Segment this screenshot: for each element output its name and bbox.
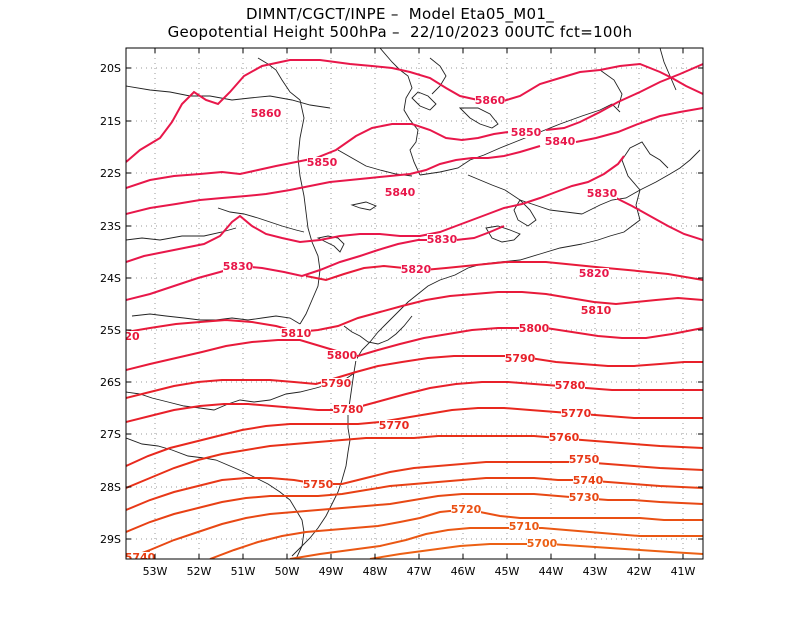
contour-label-bg [549,432,579,443]
contour-label: 5790 [321,377,352,390]
contour-label-bg [379,420,409,431]
contour-label: 5830 [223,260,254,273]
contour-label: 5840 [545,135,576,148]
chart-subtitle: Geopotential Height 500hPa – 22/10/2023 … [167,23,633,41]
contour-label: 5770 [379,419,410,432]
contour-label-bg [451,504,481,515]
contour-label-bg [251,108,281,119]
contour-label-bg [223,261,253,272]
lat-label: 25S [100,324,121,337]
contour-label-bg [401,264,431,275]
contour-label: 5830 [587,187,618,200]
contour-label: 5750 [569,453,600,466]
latitude-labels: 20S 21S 22S 23S 24S 25S 26S 27S 28S 29S [100,62,121,546]
lon-label: 50W [275,565,300,578]
contour-label-bg [545,136,575,147]
contour-label-bg [427,234,457,245]
contour-label: 5720 [451,503,482,516]
contour-label-bg [511,127,541,138]
lat-label: 26S [100,376,121,389]
height-contours [126,59,703,559]
contour-label-bg [569,454,599,465]
lat-label: 23S [100,220,121,233]
lat-label: 21S [100,115,121,128]
contour-label-bg [561,408,591,419]
contour-label-bg [126,331,140,342]
lon-label: 42W [627,565,652,578]
contour-label-bg [509,521,539,532]
contour-label: 5840 [385,186,416,199]
contour-label: 5780 [333,403,364,416]
contour-label: 5710 [509,520,540,533]
lon-label: 44W [539,565,564,578]
contour-label: 20 [124,330,140,343]
contour-label: 5810 [281,327,312,340]
lat-label: 27S [100,428,121,441]
contour-label-bg [505,353,535,364]
contour-label: 5780 [555,379,586,392]
contour-label-bg [555,380,585,391]
contour-label: 5850 [307,156,338,169]
contour-label-bg [327,350,357,361]
contour-label: 5730 [569,491,600,504]
contour-label-bg [569,492,599,503]
contour-label-bg [333,404,363,415]
contour-label: 5740 [573,474,604,487]
contour-label-bg [587,188,617,199]
contour-label: 5810 [581,304,612,317]
contour-label: 5740 [125,551,156,564]
contour-label: 5760 [549,431,580,444]
contour-label: 5860 [251,107,282,120]
contour-label: 5860 [475,94,506,107]
lat-label: 29S [100,533,121,546]
contour-label: 5700 [527,537,558,550]
lon-label: 43W [583,565,608,578]
contour-label-bg [321,378,351,389]
contour-label-bg [519,323,549,334]
contour-label: 5850 [511,126,542,139]
contour-label-bg [579,268,609,279]
contour-label: 5820 [579,267,610,280]
chart-title: DIMNT/CGCT/INPE – Model Eta05_M01_ [245,5,555,23]
contour-label-bg [126,552,155,559]
contour-label: 5770 [561,407,592,420]
contour-label: 5750 [303,478,334,491]
contour-label-bg [573,475,603,486]
lat-label: 28S [100,481,121,494]
contour-label-bg [527,538,557,549]
contour-label: 5800 [327,349,358,362]
longitude-labels: 53W 52W 51W 50W 49W 48W 47W 46W 45W 44W 43W 42W 41W [143,565,696,578]
contour-label-bg [303,479,333,490]
lon-label: 41W [671,565,696,578]
contour-label: 5830 [427,233,458,246]
map-frame [125,47,704,560]
contour-label-bg [475,95,505,106]
lat-label: 22S [100,167,121,180]
contour-label: 5820 [401,263,432,276]
lon-label: 52W [187,565,212,578]
lon-label: 53W [143,565,168,578]
lon-label: 48W [363,565,388,578]
contour-label: 5790 [505,352,536,365]
lon-label: 49W [319,565,344,578]
lon-label: 51W [231,565,256,578]
lon-label: 46W [451,565,476,578]
axis-ticks [126,48,703,559]
lon-label: 45W [495,565,520,578]
coastline-borders [126,48,701,559]
contour-label-bg [281,328,311,339]
contour-label: 5800 [519,322,550,335]
lat-label: 20S [100,62,121,75]
contour-label-bg [307,157,337,168]
contour-label-bg [385,187,415,198]
lat-label: 24S [100,272,121,285]
contour-label-bg [581,305,611,316]
lon-label: 47W [407,565,432,578]
